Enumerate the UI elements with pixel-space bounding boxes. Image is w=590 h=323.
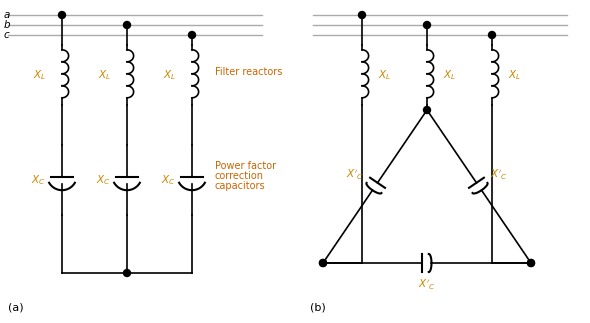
Text: $X_L$: $X_L$ [163, 68, 176, 82]
Text: $X_L$: $X_L$ [33, 68, 46, 82]
Text: Filter reactors: Filter reactors [215, 67, 283, 77]
Circle shape [123, 269, 130, 276]
Text: correction: correction [215, 171, 264, 181]
Circle shape [527, 259, 535, 266]
Text: $X_L$: $X_L$ [443, 68, 456, 82]
Circle shape [188, 32, 195, 38]
Text: $X_L$: $X_L$ [378, 68, 391, 82]
Text: $X'_C$: $X'_C$ [418, 278, 436, 292]
Circle shape [320, 259, 326, 266]
Text: (a): (a) [8, 303, 24, 313]
Circle shape [424, 107, 431, 113]
Text: b: b [4, 20, 11, 30]
Text: (b): (b) [310, 303, 326, 313]
Circle shape [359, 12, 365, 18]
Circle shape [489, 32, 496, 38]
Text: $X'_C$: $X'_C$ [490, 167, 508, 182]
Circle shape [123, 22, 130, 28]
Text: a: a [4, 10, 11, 20]
Text: Power factor: Power factor [215, 161, 276, 171]
Circle shape [320, 259, 326, 266]
Text: $X_C$: $X_C$ [31, 173, 46, 187]
Circle shape [58, 12, 65, 18]
Circle shape [424, 22, 431, 28]
Text: $X_L$: $X_L$ [508, 68, 521, 82]
Text: $X_C$: $X_C$ [96, 173, 111, 187]
Text: $X_C$: $X_C$ [162, 173, 176, 187]
Text: capacitors: capacitors [215, 181, 266, 191]
Text: $X_L$: $X_L$ [98, 68, 111, 82]
Circle shape [527, 259, 535, 266]
Text: c: c [4, 30, 10, 40]
Text: $X'_C$: $X'_C$ [346, 167, 364, 182]
